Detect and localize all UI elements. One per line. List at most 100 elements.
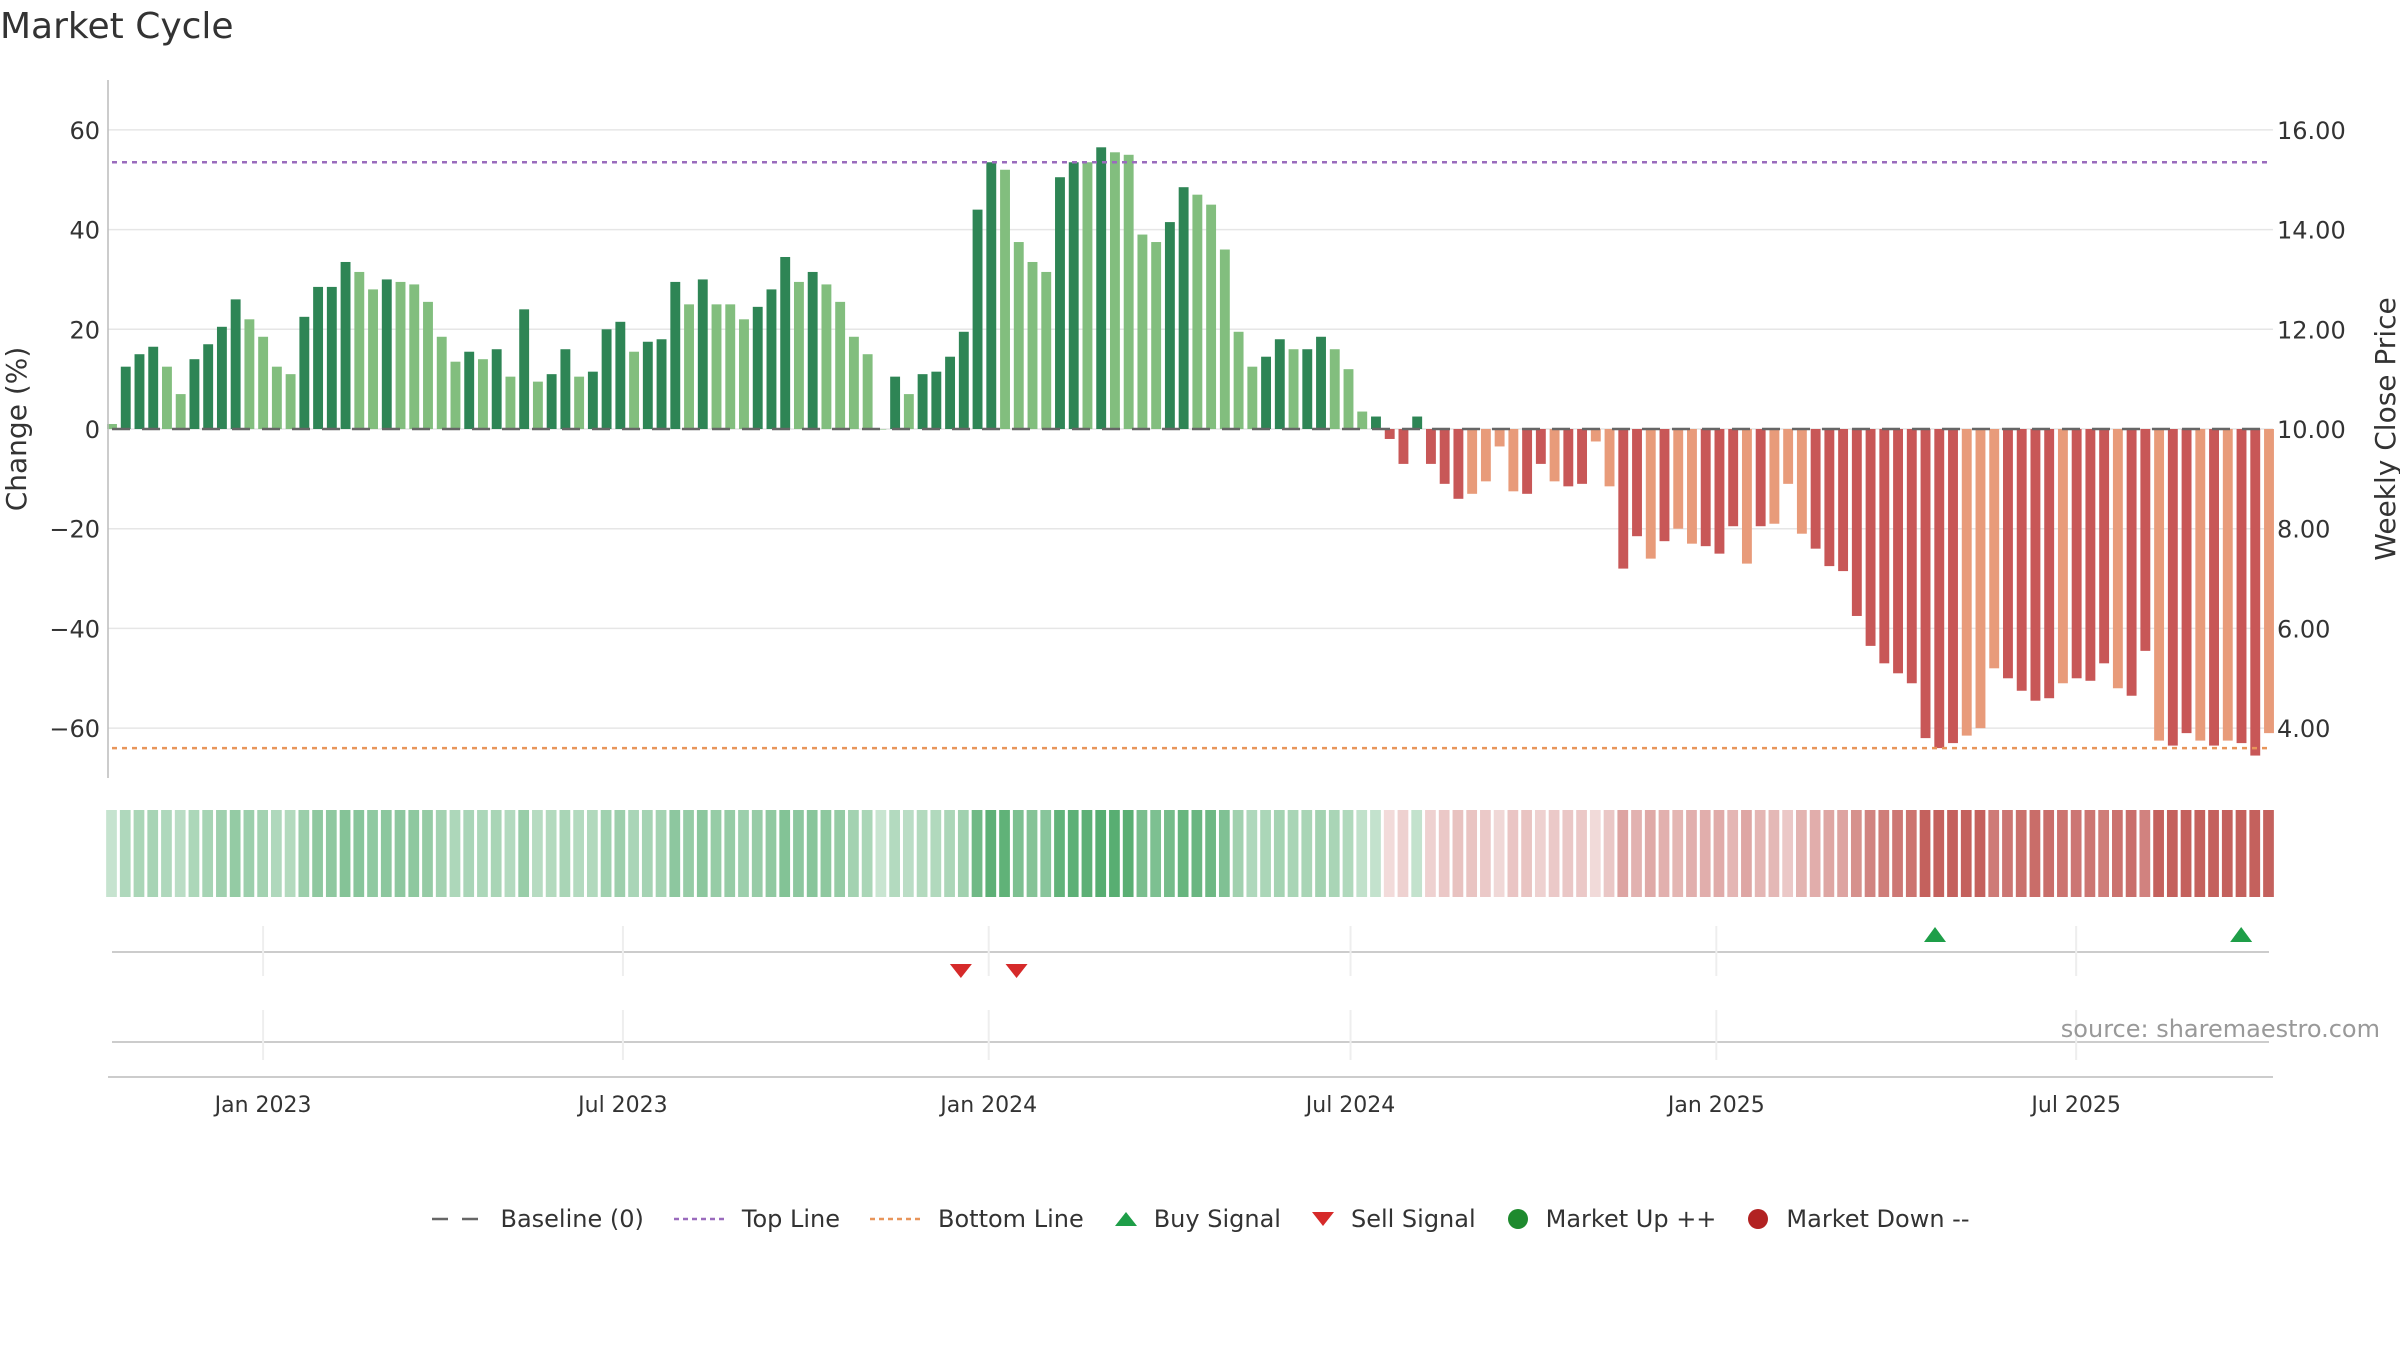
legend-item: Market Up ++ — [1504, 1205, 1716, 1233]
phase-cell — [751, 810, 763, 897]
change-bar — [532, 381, 543, 429]
change-bar — [1055, 177, 1065, 429]
phase-cell — [1273, 810, 1285, 897]
y-tick-label: 40 — [69, 217, 100, 245]
change-bar — [2209, 429, 2219, 746]
phase-cell — [1218, 810, 1230, 897]
x-tick-label: Jul 2024 — [1304, 1093, 1396, 1118]
change-bar — [1096, 147, 1107, 430]
change-bar — [601, 329, 612, 429]
change-bar — [2154, 429, 2165, 741]
change-bar — [148, 346, 159, 429]
sell-signal-marker — [949, 964, 972, 978]
phase-cell — [1850, 810, 1862, 897]
change-bar — [120, 366, 131, 429]
legend: Baseline (0) Top Line Bottom Line Buy Signa… — [0, 1205, 2400, 1233]
phase-cell — [1548, 810, 1560, 897]
y-tick-label: 20 — [69, 316, 100, 344]
change-bar — [1151, 242, 1162, 429]
change-bar — [2112, 429, 2123, 689]
time-axis: Jan 2023 Jul 2023 Jan 2024 Jul 2024 Jan 2025… — [108, 1076, 2273, 1118]
change-bar — [354, 271, 365, 429]
change-bar — [1838, 429, 1849, 572]
change-bar — [1316, 336, 1326, 429]
legend-label: Sell Signal — [1350, 1205, 1476, 1233]
phase-cell — [1919, 810, 1931, 897]
legend-item: Bottom Line — [868, 1205, 1084, 1233]
change-bar — [1659, 429, 1670, 542]
dash-icon — [432, 1217, 485, 1221]
change-bar — [1783, 429, 1794, 484]
phase-cell — [971, 810, 983, 897]
phase-cell — [1177, 810, 1189, 897]
phase-cell — [1232, 810, 1244, 897]
change-bar — [1989, 429, 2000, 669]
change-bar — [1632, 429, 1642, 537]
phase-cell — [1342, 810, 1354, 897]
phase-cell — [738, 810, 749, 897]
phase-cell — [848, 810, 859, 897]
change-bar — [780, 256, 791, 429]
phase-cell — [1796, 810, 1807, 897]
change-bar — [2181, 429, 2192, 734]
reference-lines — [112, 161, 2269, 750]
phase-cell — [1067, 810, 1079, 897]
change-bar — [505, 376, 516, 429]
change-bar — [1741, 429, 1752, 564]
change-bar — [587, 371, 598, 429]
change-bar — [1467, 429, 1478, 494]
triangle-up-icon — [1114, 1212, 1137, 1226]
change-bar — [931, 371, 942, 429]
change-bar — [1604, 429, 1615, 487]
phase-cell — [1727, 810, 1739, 897]
change-bar — [1893, 429, 1903, 674]
change-bar — [2057, 429, 2068, 684]
phase-cell — [1026, 810, 1038, 897]
change-bar — [1178, 187, 1189, 429]
phase-cell — [422, 810, 433, 897]
phase-cell — [490, 810, 502, 897]
phase-cell — [2070, 810, 2082, 897]
change-bar — [1508, 429, 1519, 492]
y2-tick-label: 14.00 — [2277, 217, 2346, 245]
phase-cell — [1095, 810, 1107, 897]
y-tick-label: 60 — [69, 117, 100, 145]
change-bar — [1412, 416, 1423, 429]
change-bar — [381, 279, 392, 429]
phase-cell — [2194, 810, 2206, 897]
legend-item: Buy Signal — [1112, 1205, 1281, 1233]
change-bar — [258, 336, 269, 429]
change-bar — [2030, 429, 2041, 701]
phase-cell — [2002, 810, 2013, 897]
phase-cell — [820, 810, 832, 897]
phase-cell — [1328, 810, 1340, 897]
change-bar — [1673, 429, 1684, 529]
phase-cell — [793, 810, 804, 897]
y2-tick-label: 4.00 — [2277, 715, 2330, 743]
change-bar — [1865, 429, 1876, 646]
phase-cell — [1452, 810, 1464, 897]
phase-cell — [1672, 810, 1684, 897]
change-bar — [1851, 429, 1862, 616]
phase-cell — [1686, 810, 1697, 897]
dotted-icon — [673, 1217, 726, 1221]
change-bar — [1329, 349, 1340, 429]
change-bar — [615, 321, 626, 429]
change-bar — [203, 344, 214, 429]
change-bar — [945, 356, 956, 429]
phase-cell — [1837, 810, 1848, 897]
change-bar — [1687, 429, 1697, 544]
phase-cell — [463, 810, 475, 897]
change-bar — [2167, 429, 2178, 746]
change-bar — [244, 319, 255, 429]
legend-label: Bottom Line — [938, 1205, 1084, 1233]
phase-cell — [2221, 810, 2233, 897]
change-bar — [1535, 429, 1546, 464]
phase-cell — [724, 810, 736, 897]
phase-cell — [1246, 810, 1258, 897]
phase-cell — [1823, 810, 1835, 897]
phase-cell — [1617, 810, 1629, 897]
phase-cell — [586, 810, 598, 897]
change-bar — [1041, 271, 1052, 429]
y2-tick-label: 12.00 — [2277, 316, 2346, 344]
